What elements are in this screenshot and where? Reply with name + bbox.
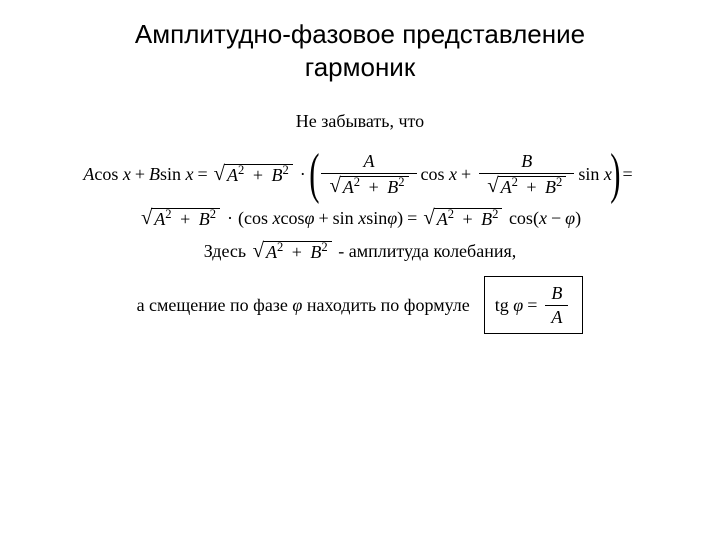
- phase-description: а смещение по фазе φ находить по формуле…: [0, 276, 720, 334]
- var-x: x: [123, 164, 131, 185]
- slide: Амплитудно-фазовое представление гармони…: [0, 0, 720, 540]
- phase-middle: находить по формуле: [307, 295, 470, 316]
- tangent-formula-box: tg φ = B A: [484, 276, 584, 334]
- var-x: x: [186, 164, 194, 185]
- reminder-text: Не забывать, что: [0, 111, 720, 132]
- amplitude-description: Здесь √ A2 + B2 - амплитуда колебания,: [0, 241, 720, 262]
- fraction-B-over-A: B A: [545, 282, 568, 328]
- sqrt-amplitude: √ A2 + B2: [141, 208, 220, 229]
- op-plus: +: [131, 164, 149, 185]
- sqrt-amplitude: √ A2 + B2: [214, 164, 293, 185]
- var-B: B: [149, 164, 160, 185]
- paren-left-icon: (: [309, 146, 319, 202]
- fn-sin: sin: [160, 164, 181, 185]
- paren-right-icon: ): [610, 146, 620, 202]
- phase-prefix: а смещение по фазе: [137, 295, 288, 316]
- slide-title: Амплитудно-фазовое представление гармони…: [40, 18, 680, 83]
- fraction-B: B √ A2 + B2: [479, 150, 574, 198]
- var-A: A: [83, 164, 94, 185]
- suffix-amplitude: - амплитуда колебания,: [338, 241, 516, 262]
- equation-line-1: A cos x + B sin x = √ A2 + B2 · ( A: [0, 146, 720, 202]
- prefix-here: Здесь: [204, 241, 246, 262]
- title-line-1: Амплитудно-фазовое представление: [135, 19, 585, 49]
- fraction-A: A √ A2 + B2: [321, 150, 416, 198]
- equation-line-2: √ A2 + B2 · (cos x cosφ + sin x sinφ) = …: [0, 208, 720, 229]
- op-eq: =: [194, 164, 212, 185]
- title-line-2: гармоник: [305, 52, 415, 82]
- fn-cos: cos: [94, 164, 118, 185]
